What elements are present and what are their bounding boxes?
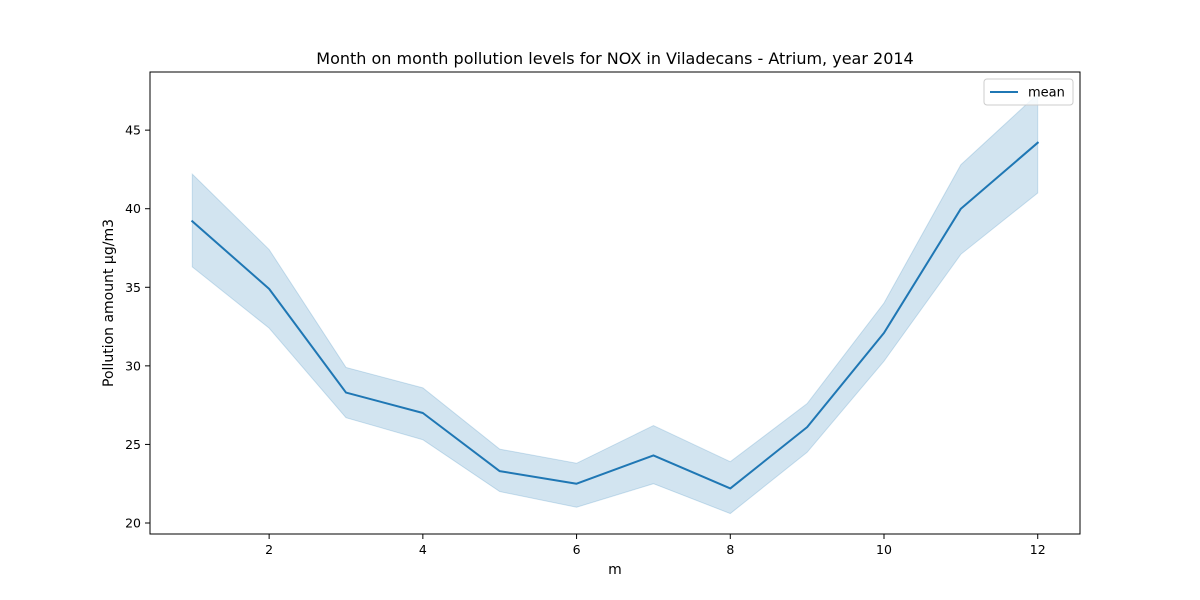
x-tick-label-2: 2 <box>265 542 273 557</box>
plot-area-frame <box>149 71 1081 535</box>
legend: mean <box>983 78 1074 106</box>
confidence-band-layer <box>191 92 1039 515</box>
x-tick-label-10: 10 <box>876 542 892 557</box>
confidence-band-mean <box>191 92 1039 515</box>
y-axis-label: Pollution amount μg/m3 <box>101 219 117 387</box>
series-line-layer <box>190 141 1040 490</box>
y-tick-label-35: 35 <box>125 280 141 295</box>
y-tick-label-25: 25 <box>125 437 141 452</box>
y-tick-label-20: 20 <box>125 516 141 531</box>
y-tick-label-30: 30 <box>125 358 141 373</box>
x-tick-label-12: 12 <box>1030 542 1046 557</box>
x-tick-label-4: 4 <box>419 542 427 557</box>
y-tick-label-40: 40 <box>125 201 141 216</box>
legend-box <box>983 78 1074 106</box>
chart-title: Month on month pollution levels for NOX … <box>316 49 913 68</box>
y-axis-ticks: 20 25 30 35 40 45 <box>125 123 150 531</box>
x-axis-label: m <box>608 562 622 578</box>
legend-label-mean: mean <box>1028 86 1065 101</box>
series-line-mean <box>190 141 1040 490</box>
x-axis-ticks: 2 4 6 8 10 12 <box>265 534 1046 557</box>
x-tick-label-6: 6 <box>573 542 581 557</box>
x-tick-label-8: 8 <box>726 542 734 557</box>
y-tick-label-45: 45 <box>125 123 141 138</box>
